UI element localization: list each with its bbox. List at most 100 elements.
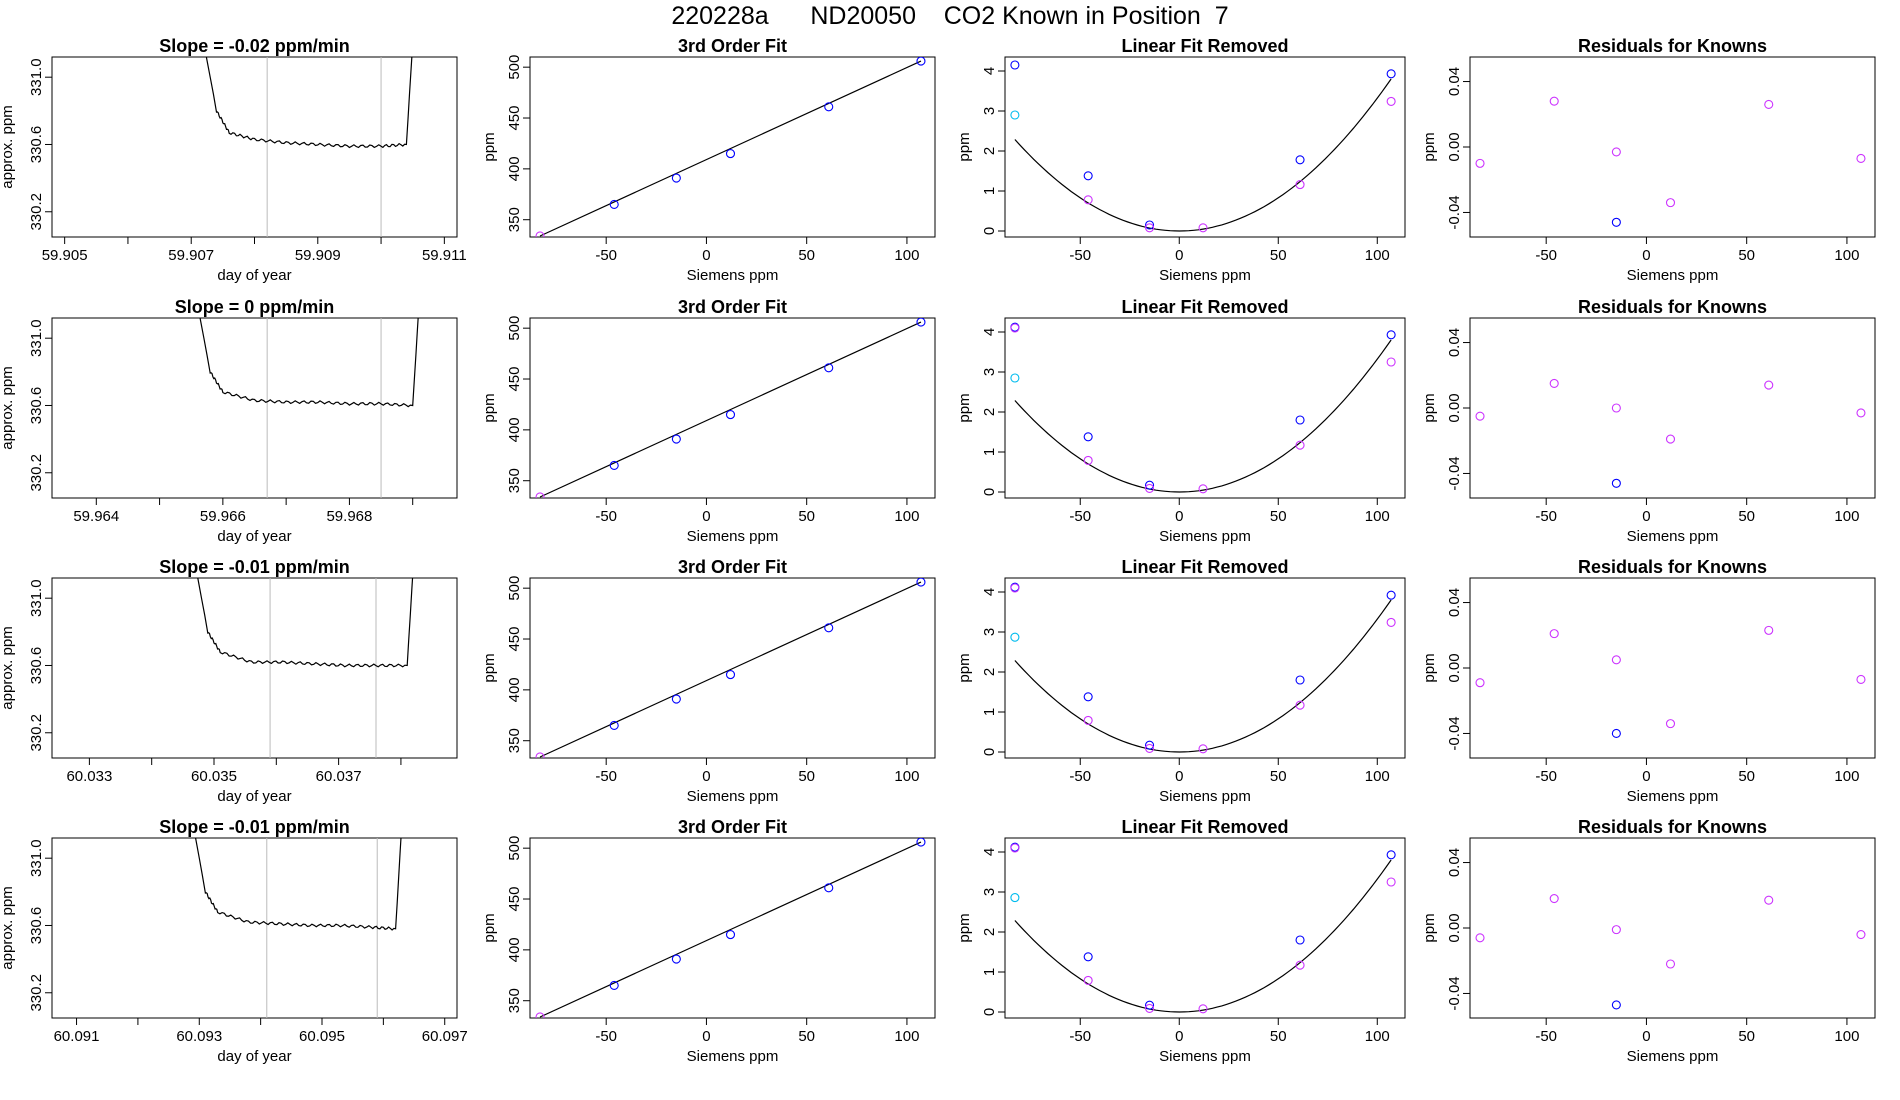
data-point bbox=[725, 930, 736, 940]
panel-title: Residuals for Knowns bbox=[1578, 297, 1767, 317]
y-tick-label: 4 bbox=[981, 328, 998, 336]
y-tick-label: 500 bbox=[506, 836, 523, 861]
data-point bbox=[1145, 740, 1155, 750]
panel-3-0: Slope = -0.01 ppm/min 60.091 60.093 60.095 6… bbox=[0, 817, 468, 1065]
x-tick-label: 0 bbox=[1175, 768, 1183, 785]
data-point bbox=[1010, 60, 1020, 70]
y-tick-label: 3 bbox=[981, 628, 998, 636]
fit-curve bbox=[1014, 78, 1392, 232]
data-point bbox=[1295, 935, 1305, 945]
data-point bbox=[1386, 96, 1396, 106]
plot-area bbox=[1010, 60, 1396, 233]
x-tick-label: 50 bbox=[1738, 247, 1755, 264]
plot-area bbox=[535, 57, 926, 237]
y-tick-label: 0 bbox=[981, 488, 998, 496]
x-tick-label: -50 bbox=[595, 247, 617, 264]
panel-0-3: Residuals for Knowns -50 0 50 100 Siemens ppm… bbox=[1421, 36, 1876, 284]
data-point bbox=[1764, 625, 1774, 635]
fit-curve bbox=[1014, 599, 1392, 753]
y-tick-label: 0.00 bbox=[1446, 132, 1463, 161]
plot-frame bbox=[1469, 317, 1876, 499]
x-tick-label: 50 bbox=[1270, 768, 1287, 785]
data-point bbox=[535, 752, 545, 758]
data-point bbox=[916, 578, 926, 587]
x-tick-label: -50 bbox=[1069, 247, 1091, 264]
plot-area bbox=[194, 838, 402, 1018]
x-tick-label: -50 bbox=[1535, 508, 1557, 525]
y-tick-label: 331.0 bbox=[28, 839, 45, 877]
x-tick-label: 60.097 bbox=[422, 1028, 468, 1045]
data-point bbox=[1549, 378, 1559, 389]
panel-1-3: Residuals for Knowns -50 0 50 100 Siemens ppm… bbox=[1421, 297, 1876, 545]
data-point bbox=[824, 883, 834, 893]
data-point bbox=[1295, 155, 1305, 165]
y-axis-label: ppm bbox=[481, 393, 498, 422]
data-point bbox=[1549, 629, 1559, 639]
x-axis-label: Siemens ppm bbox=[1159, 528, 1251, 545]
data-point bbox=[1083, 195, 1093, 205]
data-point bbox=[1083, 975, 1093, 985]
fit-curve bbox=[1014, 859, 1392, 1013]
x-tick-label: 59.909 bbox=[295, 247, 341, 264]
plot-frame bbox=[1469, 56, 1876, 238]
data-point bbox=[916, 318, 926, 327]
x-tick-label: 0 bbox=[1175, 508, 1183, 525]
data-point bbox=[1549, 893, 1559, 904]
x-tick-label: 100 bbox=[1365, 247, 1390, 264]
y-tick-label: 2 bbox=[981, 928, 998, 936]
plot-area bbox=[535, 578, 926, 758]
data-point bbox=[1475, 158, 1485, 168]
data-point bbox=[1611, 728, 1621, 739]
y-tick-label: 331.0 bbox=[28, 58, 45, 96]
data-point bbox=[916, 57, 926, 66]
panel-title: Linear Fit Removed bbox=[1121, 297, 1288, 317]
data-point bbox=[1295, 675, 1305, 685]
x-tick-label: 60.093 bbox=[176, 1028, 222, 1045]
plot-area bbox=[535, 838, 926, 1018]
y-tick-label: 330.2 bbox=[28, 454, 45, 492]
y-tick-label: 4 bbox=[981, 848, 998, 856]
panel-2-1: 3rd Order Fit -50 0 50 100 Siemens ppm 350 400 4… bbox=[481, 557, 936, 805]
x-tick-label: 50 bbox=[798, 768, 815, 785]
panel-title: Residuals for Knowns bbox=[1578, 817, 1767, 837]
x-tick-label: 0 bbox=[702, 768, 710, 785]
plot-frame bbox=[529, 577, 936, 759]
data-point bbox=[1549, 96, 1559, 106]
x-tick-label: 100 bbox=[1365, 1028, 1390, 1045]
y-tick-label: 2 bbox=[981, 668, 998, 676]
x-tick-label: 59.966 bbox=[200, 508, 246, 525]
data-point bbox=[1611, 1000, 1621, 1010]
data-point bbox=[1010, 893, 1020, 903]
data-point bbox=[1010, 110, 1020, 120]
y-tick-label: 1 bbox=[981, 448, 998, 456]
y-axis-label: ppm bbox=[956, 132, 973, 161]
series-line bbox=[199, 318, 419, 408]
x-axis-label: Siemens ppm bbox=[687, 528, 779, 545]
data-point bbox=[535, 231, 545, 237]
data-point bbox=[1386, 590, 1396, 600]
y-axis-label: ppm bbox=[481, 132, 498, 161]
y-tick-label: 400 bbox=[506, 156, 523, 181]
data-point bbox=[1764, 99, 1774, 110]
y-tick-label: 4 bbox=[981, 588, 998, 596]
y-tick-label: 331.0 bbox=[28, 319, 45, 357]
x-tick-label: 100 bbox=[1834, 768, 1859, 785]
y-tick-label: -0.04 bbox=[1446, 195, 1463, 229]
y-axis-label: ppm bbox=[956, 653, 973, 682]
y-tick-label: 0.04 bbox=[1446, 67, 1463, 96]
panel-title: Slope = 0 ppm/min bbox=[175, 297, 335, 317]
plot-area bbox=[197, 578, 414, 758]
data-point bbox=[1856, 929, 1866, 940]
y-tick-label: 0 bbox=[981, 748, 998, 756]
x-tick-label: 0 bbox=[1642, 1028, 1650, 1045]
x-axis-label: Siemens ppm bbox=[687, 788, 779, 805]
data-point bbox=[1856, 153, 1866, 164]
x-axis-label: Siemens ppm bbox=[687, 267, 779, 284]
y-tick-label: 450 bbox=[506, 106, 523, 131]
y-tick-label: 450 bbox=[506, 627, 523, 652]
plot-area bbox=[535, 318, 926, 498]
y-tick-label: -0.04 bbox=[1446, 976, 1463, 1010]
data-point bbox=[1145, 1003, 1155, 1013]
x-axis-label: day of year bbox=[217, 1048, 291, 1065]
x-tick-label: 60.035 bbox=[191, 768, 237, 785]
